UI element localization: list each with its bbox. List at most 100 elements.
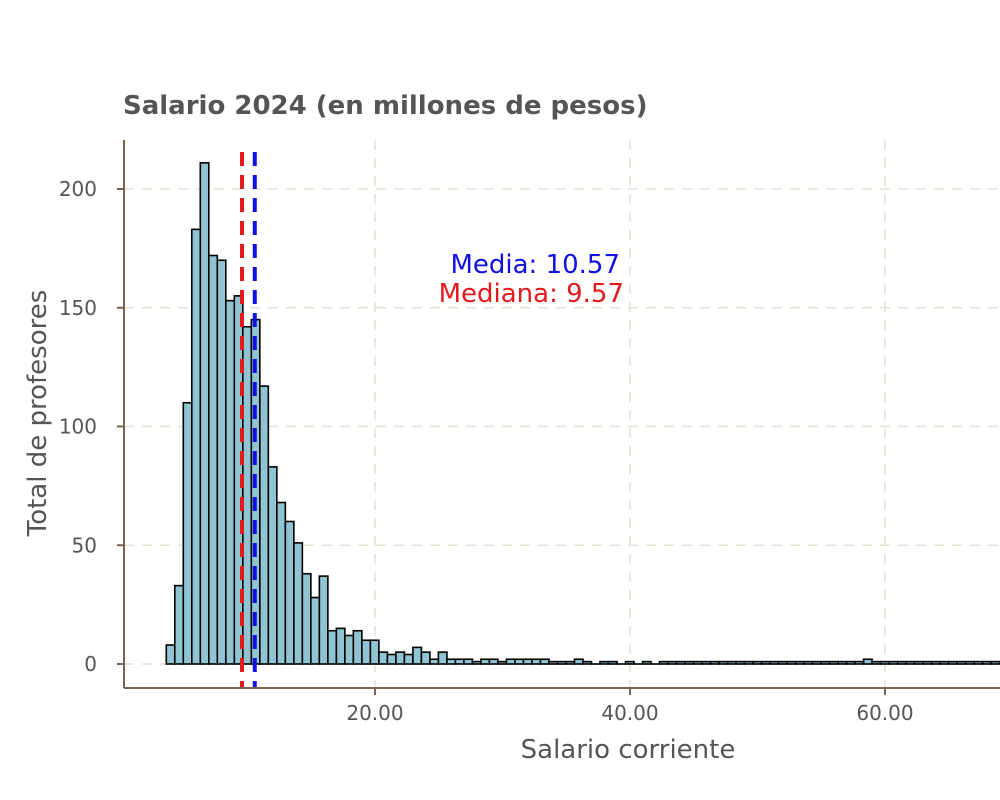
histogram-bar [828, 660, 839, 665]
histogram-bar [726, 660, 737, 665]
histogram-bar [947, 660, 958, 665]
histogram-bar [582, 660, 593, 665]
histogram-bar [743, 660, 754, 665]
histogram-bar [310, 596, 321, 665]
histogram-bar [267, 466, 278, 665]
histogram-bar [344, 634, 355, 665]
histogram-bar [259, 385, 270, 665]
histogram-bar [429, 658, 440, 665]
histogram-bar [811, 660, 822, 665]
histogram-bar [956, 660, 967, 665]
histogram-bar [446, 658, 457, 665]
histogram-bar [190, 228, 202, 665]
histogram-bar [862, 658, 873, 665]
median-annotation: Mediana: 9.57 [439, 279, 624, 309]
histogram-bar [327, 629, 338, 665]
histogram-bar [378, 651, 389, 665]
histogram-bar [165, 644, 176, 665]
histogram-bar [684, 660, 695, 665]
histogram-bar [539, 658, 550, 665]
histogram-bar [556, 660, 567, 665]
histogram-bar [854, 660, 865, 665]
histogram-bar [692, 660, 703, 665]
histogram-bar [403, 653, 414, 665]
histogram-bar [888, 660, 899, 665]
histogram-bar [565, 660, 576, 665]
histogram-bar [786, 660, 797, 665]
histogram-bar [930, 660, 941, 665]
histogram-bar [675, 660, 686, 665]
histogram-bar [905, 660, 916, 665]
histogram-bar [709, 660, 720, 665]
histogram-bar [497, 660, 508, 665]
histogram-bar [531, 658, 542, 665]
histogram-bar [701, 660, 712, 665]
histogram-bar [216, 259, 227, 665]
reference-lines [240, 152, 257, 688]
histogram-bar [871, 660, 882, 665]
histogram-bar [225, 299, 236, 665]
histogram-bar [641, 660, 652, 665]
histogram-bar [820, 660, 831, 665]
histogram-bar [335, 627, 346, 665]
histogram-bar [658, 660, 669, 665]
histogram-bar [293, 542, 304, 665]
y-tick-label: 50 [72, 533, 97, 557]
histogram-bar [607, 660, 618, 665]
histogram-bar [361, 639, 372, 665]
histogram-bar [208, 254, 219, 665]
histogram-bar [794, 660, 805, 665]
histogram-bar [803, 660, 814, 665]
histogram-bar [624, 660, 635, 665]
histogram-bar [981, 660, 992, 665]
histogram-bar [276, 501, 287, 665]
y-axis-title: Total de profesores [23, 290, 53, 538]
histogram-bar [182, 401, 193, 665]
histogram-bar [471, 660, 482, 665]
histogram-bar [454, 658, 465, 665]
histogram-bar [480, 658, 491, 665]
y-tick-label: 100 [59, 415, 97, 439]
chart-title: Salario 2024 (en millones de pesos) [123, 91, 647, 121]
histogram-bar [284, 520, 295, 665]
histogram-bar [420, 651, 431, 665]
histogram-bar [837, 660, 848, 665]
histogram-bar [922, 660, 933, 665]
histogram-bar [437, 651, 448, 665]
y-tick-label: 200 [59, 177, 97, 201]
histogram-bar [760, 660, 771, 665]
histogram-bar [199, 162, 210, 665]
histogram-bar [395, 651, 406, 665]
histogram-bar [173, 584, 185, 665]
histogram-bar [242, 325, 253, 665]
histogram-bar [777, 660, 788, 665]
histogram-bar [973, 660, 984, 665]
histogram-bar [939, 660, 950, 665]
histogram-bar [913, 660, 924, 665]
histogram-bar [463, 658, 474, 665]
histogram-bar [514, 658, 525, 665]
y-tick-label: 0 [84, 652, 97, 676]
histogram-bar [386, 653, 397, 665]
histogram-bar [548, 660, 559, 665]
x-tick-label: 60.00 [856, 701, 913, 725]
histogram-bar [896, 660, 907, 665]
histogram-bar [990, 660, 1000, 665]
x-tick-label: 20.00 [346, 701, 403, 725]
histogram-bar [412, 646, 423, 665]
histogram-bar [488, 658, 499, 665]
histogram-bar [964, 660, 975, 665]
histogram-bar [301, 572, 312, 665]
histogram-bar [769, 660, 780, 665]
axes [123, 140, 1000, 689]
histogram-bar [599, 660, 610, 665]
histogram-bar [522, 658, 533, 665]
histogram-bar [879, 660, 890, 665]
y-tick-label: 150 [59, 296, 97, 320]
histogram-bar [369, 639, 380, 665]
histogram-bar [735, 660, 746, 665]
histogram-bar [573, 658, 584, 665]
histogram-bar [752, 660, 763, 665]
histogram-bar [845, 660, 856, 665]
histogram-bar [318, 575, 329, 665]
